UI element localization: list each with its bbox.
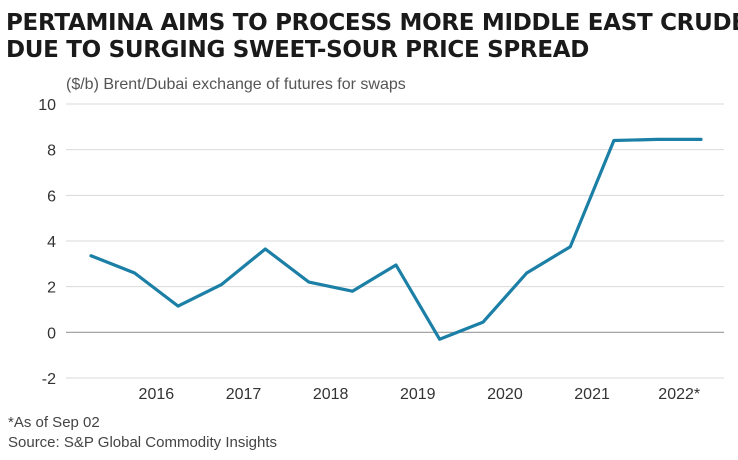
- x-tick-label: 2020: [487, 386, 523, 403]
- data-point: [656, 137, 659, 141]
- source-note: Source: S&P Global Commodity Insights: [8, 434, 278, 451]
- chart-title-line-1: PERTAMINA AIMS TO PROCESS MORE MIDDLE EA…: [6, 10, 738, 36]
- data-point: [438, 337, 441, 341]
- data-point: [699, 137, 703, 141]
- chart-title-line-2: DUE TO SURGING SWEET-SOUR PRICE SPREAD: [6, 37, 590, 63]
- data-point: [481, 320, 485, 324]
- data-point: [525, 271, 529, 275]
- data-point: [220, 282, 224, 286]
- data-point: [394, 263, 398, 267]
- y-tick-label: 4: [47, 234, 56, 251]
- x-tick-label: 2016: [139, 386, 175, 403]
- x-tick-label: 2021: [574, 386, 610, 403]
- grid: [66, 103, 724, 379]
- y-tick-label: 10: [38, 97, 56, 114]
- y-tick-label: -2: [42, 371, 56, 388]
- y-tick-label: 2: [47, 280, 56, 297]
- data-point: [176, 304, 180, 308]
- data-point: [351, 289, 354, 293]
- x-tick-label: 2022*: [658, 386, 700, 403]
- x-tick-label: 2017: [226, 386, 262, 403]
- data-point: [568, 245, 572, 249]
- data-point: [612, 139, 616, 142]
- footnote: *As of Sep 02: [8, 414, 100, 431]
- y-tick-label: 8: [47, 143, 56, 160]
- footnote-block: *As of Sep 02 Source: S&P Global Commodi…: [8, 413, 277, 453]
- y-tick-label: 0: [47, 325, 56, 342]
- data-point: [133, 271, 136, 275]
- y-tick-label: 6: [47, 188, 56, 205]
- x-axis: 2016 2017 2018 2019 2020 2021 2022*: [139, 386, 701, 403]
- series-line: [89, 137, 703, 341]
- data-point: [307, 280, 311, 284]
- y-axis: -2 0 2 4 6 8 10: [38, 97, 56, 388]
- chart-subtitle: ($/b) Brent/Dubai exchange of futures fo…: [66, 76, 406, 93]
- data-point: [263, 247, 267, 251]
- chart-title: PERTAMINA AIMS TO PROCESS MORE MIDDLE EA…: [6, 10, 738, 64]
- x-tick-label: 2018: [313, 386, 349, 403]
- data-point: [89, 254, 93, 258]
- series: [89, 137, 703, 341]
- x-tick-label: 2019: [400, 386, 436, 403]
